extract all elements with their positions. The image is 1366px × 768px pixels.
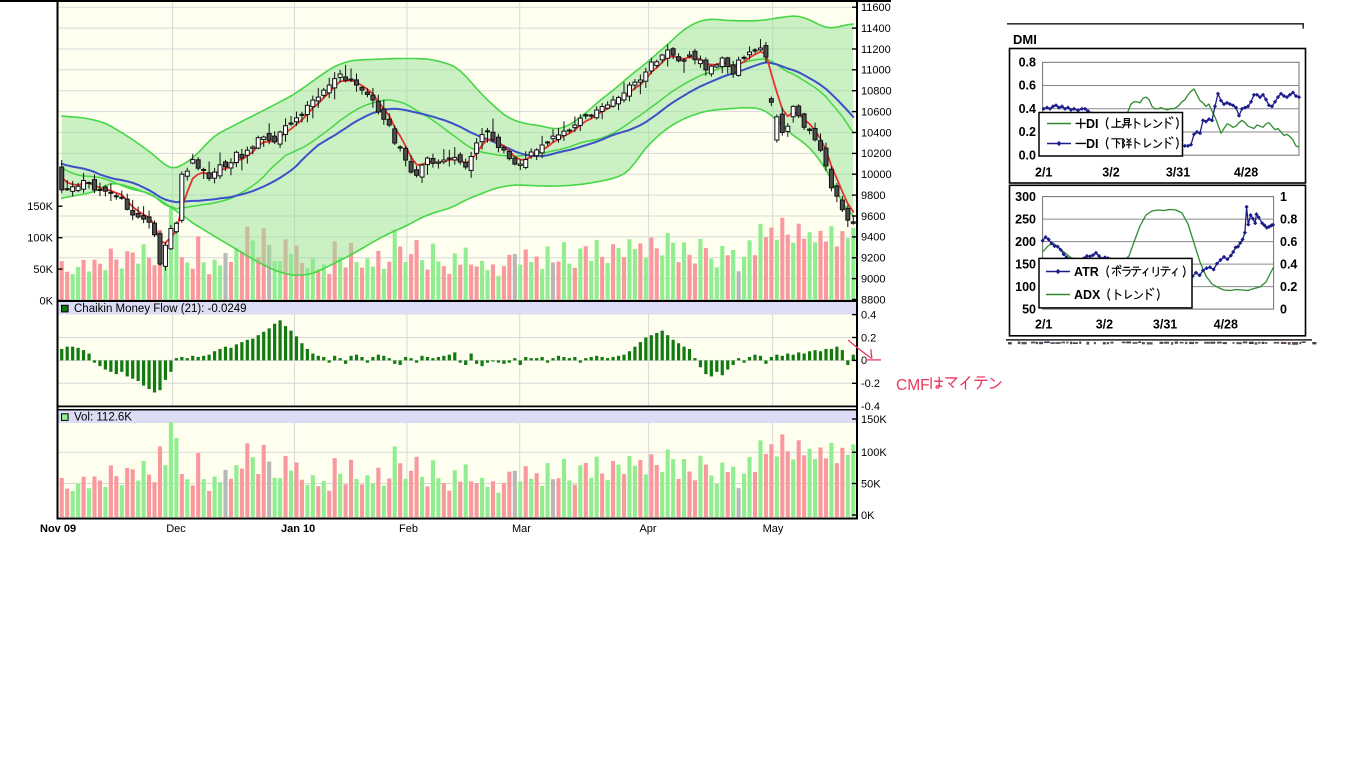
svg-text:DI: DI	[1086, 117, 1099, 131]
svg-text:0.2: 0.2	[1019, 125, 1036, 139]
svg-text:50K: 50K	[861, 478, 881, 490]
svg-text:Chaikin Money Flow (21): -0.02: Chaikin Money Flow (21): -0.0249	[74, 303, 247, 315]
svg-text:100K: 100K	[27, 233, 53, 245]
svg-text:Vol: 112.6K: Vol: 112.6K	[74, 412, 132, 424]
svg-text:3/31: 3/31	[1166, 166, 1190, 180]
svg-text:9400: 9400	[861, 232, 885, 244]
svg-text:1: 1	[1280, 190, 1287, 204]
svg-text:3/2: 3/2	[1096, 318, 1113, 332]
svg-text:200: 200	[1015, 235, 1036, 249]
svg-text:Jan 10: Jan 10	[281, 523, 315, 535]
svg-text:-0.2: -0.2	[861, 378, 880, 390]
svg-text:CMF: CMF	[896, 377, 930, 394]
svg-text:0K: 0K	[861, 510, 875, 522]
svg-text:0.4: 0.4	[1019, 102, 1036, 116]
svg-text:10400: 10400	[861, 127, 892, 139]
svg-text:9800: 9800	[861, 190, 885, 202]
svg-text:Apr: Apr	[639, 523, 656, 535]
svg-text:0.8: 0.8	[1019, 56, 1036, 70]
svg-text:Feb: Feb	[399, 523, 418, 535]
svg-text:300: 300	[1015, 190, 1036, 204]
svg-text:DMI: DMI	[1013, 32, 1037, 47]
svg-text:250: 250	[1015, 212, 1036, 226]
svg-text:150: 150	[1015, 257, 1036, 271]
svg-text:9600: 9600	[861, 211, 885, 223]
svg-text:100K: 100K	[861, 447, 887, 459]
svg-text:DI: DI	[1086, 137, 1099, 151]
svg-text:9200: 9200	[861, 253, 885, 265]
svg-text:3/2: 3/2	[1102, 166, 1119, 180]
svg-text:10600: 10600	[861, 106, 892, 118]
svg-text:11000: 11000	[861, 65, 891, 77]
svg-text:9000: 9000	[861, 273, 885, 285]
svg-text:May: May	[763, 523, 784, 535]
svg-text:0: 0	[1280, 302, 1287, 316]
svg-text:4/28: 4/28	[1214, 318, 1238, 332]
svg-text:-0.4: -0.4	[861, 401, 880, 413]
svg-text:50: 50	[1022, 302, 1036, 316]
svg-text:Mar: Mar	[512, 523, 531, 535]
svg-text:3/31: 3/31	[1153, 318, 1177, 332]
svg-text:2/1: 2/1	[1035, 318, 1052, 332]
svg-text:Nov 09: Nov 09	[40, 523, 76, 535]
svg-text:10000: 10000	[861, 169, 892, 181]
svg-text:ADX: ADX	[1074, 288, 1101, 302]
svg-text:150K: 150K	[27, 201, 53, 213]
svg-text:11400: 11400	[861, 23, 891, 35]
svg-text:0.0: 0.0	[1019, 148, 1036, 162]
svg-text:0.8: 0.8	[1280, 212, 1297, 226]
svg-text:100: 100	[1015, 280, 1036, 294]
svg-text:0: 0	[861, 355, 867, 367]
svg-text:0.6: 0.6	[1019, 79, 1036, 93]
svg-text:0.2: 0.2	[861, 332, 876, 344]
svg-text:11600: 11600	[861, 2, 891, 14]
svg-text:2/1: 2/1	[1035, 166, 1052, 180]
svg-text:0.4: 0.4	[1280, 257, 1297, 271]
svg-text:ATR: ATR	[1074, 265, 1099, 279]
svg-text:0.4: 0.4	[861, 309, 876, 321]
svg-text:Dec: Dec	[166, 523, 186, 535]
svg-text:11200: 11200	[861, 44, 891, 56]
svg-text:10200: 10200	[861, 148, 892, 160]
svg-text:50K: 50K	[33, 264, 53, 276]
svg-text:150K: 150K	[861, 414, 887, 426]
svg-text:0K: 0K	[40, 295, 54, 307]
svg-text:4/28: 4/28	[1234, 166, 1258, 180]
svg-text:10800: 10800	[861, 86, 892, 98]
svg-text:8800: 8800	[861, 294, 885, 306]
svg-text:0.2: 0.2	[1280, 280, 1297, 294]
svg-text:0.6: 0.6	[1280, 235, 1297, 249]
